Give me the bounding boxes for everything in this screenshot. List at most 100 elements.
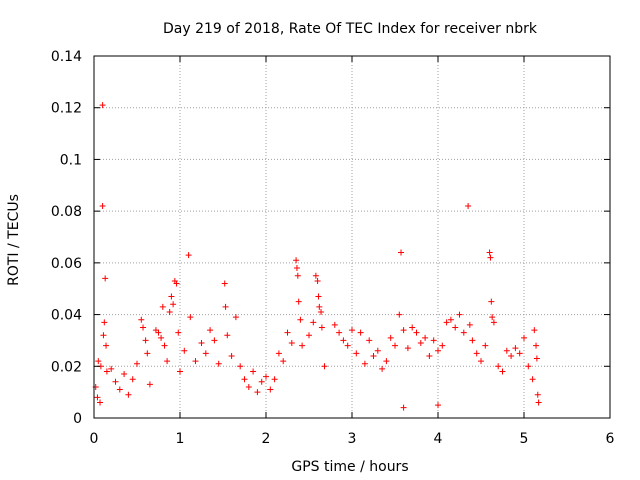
data-point xyxy=(316,303,323,310)
data-point xyxy=(232,314,239,321)
data-point xyxy=(318,308,325,315)
data-point xyxy=(293,265,300,272)
data-point xyxy=(254,389,261,396)
data-point xyxy=(100,332,107,339)
data-point xyxy=(245,383,252,390)
y-tick-label: 0.06 xyxy=(51,256,82,272)
data-point xyxy=(465,202,472,209)
x-tick-label: 4 xyxy=(434,431,443,447)
data-point xyxy=(435,402,441,409)
data-point xyxy=(314,277,321,284)
y-tick-label: 0.12 xyxy=(51,101,82,117)
data-point xyxy=(140,324,147,331)
data-points xyxy=(92,102,542,411)
data-point xyxy=(294,272,301,279)
data-point xyxy=(134,360,140,367)
data-point xyxy=(521,334,527,341)
data-point xyxy=(398,249,405,256)
data-point xyxy=(207,327,214,334)
data-point xyxy=(267,386,274,393)
data-point xyxy=(531,327,538,334)
data-point xyxy=(185,252,192,259)
data-point xyxy=(228,352,235,359)
data-point xyxy=(222,303,229,310)
data-point xyxy=(533,355,540,362)
data-point xyxy=(400,404,407,411)
axis-ticks xyxy=(93,55,611,419)
data-point xyxy=(99,102,106,109)
data-point xyxy=(344,342,351,349)
data-point xyxy=(535,399,542,406)
data-point xyxy=(439,342,446,349)
data-point xyxy=(138,316,145,323)
data-point xyxy=(366,337,373,344)
data-point xyxy=(129,376,136,383)
x-tick-label: 1 xyxy=(176,431,185,447)
data-point xyxy=(466,321,473,328)
data-point xyxy=(404,345,411,352)
x-tick-label: 5 xyxy=(520,431,529,447)
data-point xyxy=(258,378,265,385)
data-point xyxy=(161,342,168,349)
data-point xyxy=(173,280,180,287)
data-point xyxy=(142,337,149,344)
data-point xyxy=(125,391,132,398)
data-point xyxy=(192,358,199,365)
data-point xyxy=(315,293,322,300)
data-point xyxy=(447,316,454,323)
data-point xyxy=(387,334,394,341)
x-tick-label: 3 xyxy=(348,431,357,447)
data-point xyxy=(490,319,497,326)
data-point xyxy=(99,202,106,209)
data-point xyxy=(97,399,104,406)
data-point xyxy=(275,350,282,357)
data-point xyxy=(516,350,523,357)
data-point xyxy=(489,314,496,321)
x-axis-label: GPS time / hours xyxy=(291,459,408,475)
data-point xyxy=(280,358,287,365)
y-tick-label: 0 xyxy=(73,411,82,427)
data-point xyxy=(456,311,463,318)
data-point xyxy=(417,340,424,347)
data-point xyxy=(284,329,291,336)
x-tick-label: 0 xyxy=(90,431,99,447)
data-point xyxy=(409,324,416,331)
data-point xyxy=(340,337,347,344)
data-point xyxy=(400,327,407,334)
data-point xyxy=(503,347,510,354)
data-point xyxy=(488,298,495,305)
data-point xyxy=(460,329,467,336)
data-point xyxy=(224,332,231,339)
data-point xyxy=(321,363,328,370)
data-point xyxy=(357,329,364,336)
data-point xyxy=(103,342,110,349)
data-point xyxy=(263,373,269,380)
data-point xyxy=(101,319,108,326)
data-point xyxy=(487,254,494,261)
data-point xyxy=(396,311,403,318)
data-point xyxy=(237,363,244,370)
data-point xyxy=(108,365,115,372)
data-point xyxy=(94,394,101,401)
data-point xyxy=(211,337,218,344)
data-point xyxy=(250,368,257,375)
y-tick-label: 0.1 xyxy=(60,152,82,168)
data-point xyxy=(144,350,151,357)
data-point xyxy=(469,337,476,344)
data-point xyxy=(288,340,295,347)
data-point xyxy=(430,337,437,344)
data-point xyxy=(102,275,109,282)
data-point xyxy=(512,345,519,352)
data-point xyxy=(297,316,304,323)
data-point xyxy=(293,257,300,264)
data-point xyxy=(422,334,429,341)
data-point xyxy=(370,352,377,359)
data-point xyxy=(392,342,398,349)
data-point xyxy=(271,376,278,383)
data-point xyxy=(413,329,420,336)
data-point xyxy=(121,371,128,378)
data-point xyxy=(482,342,489,349)
data-point xyxy=(310,319,317,326)
data-point xyxy=(295,298,302,305)
